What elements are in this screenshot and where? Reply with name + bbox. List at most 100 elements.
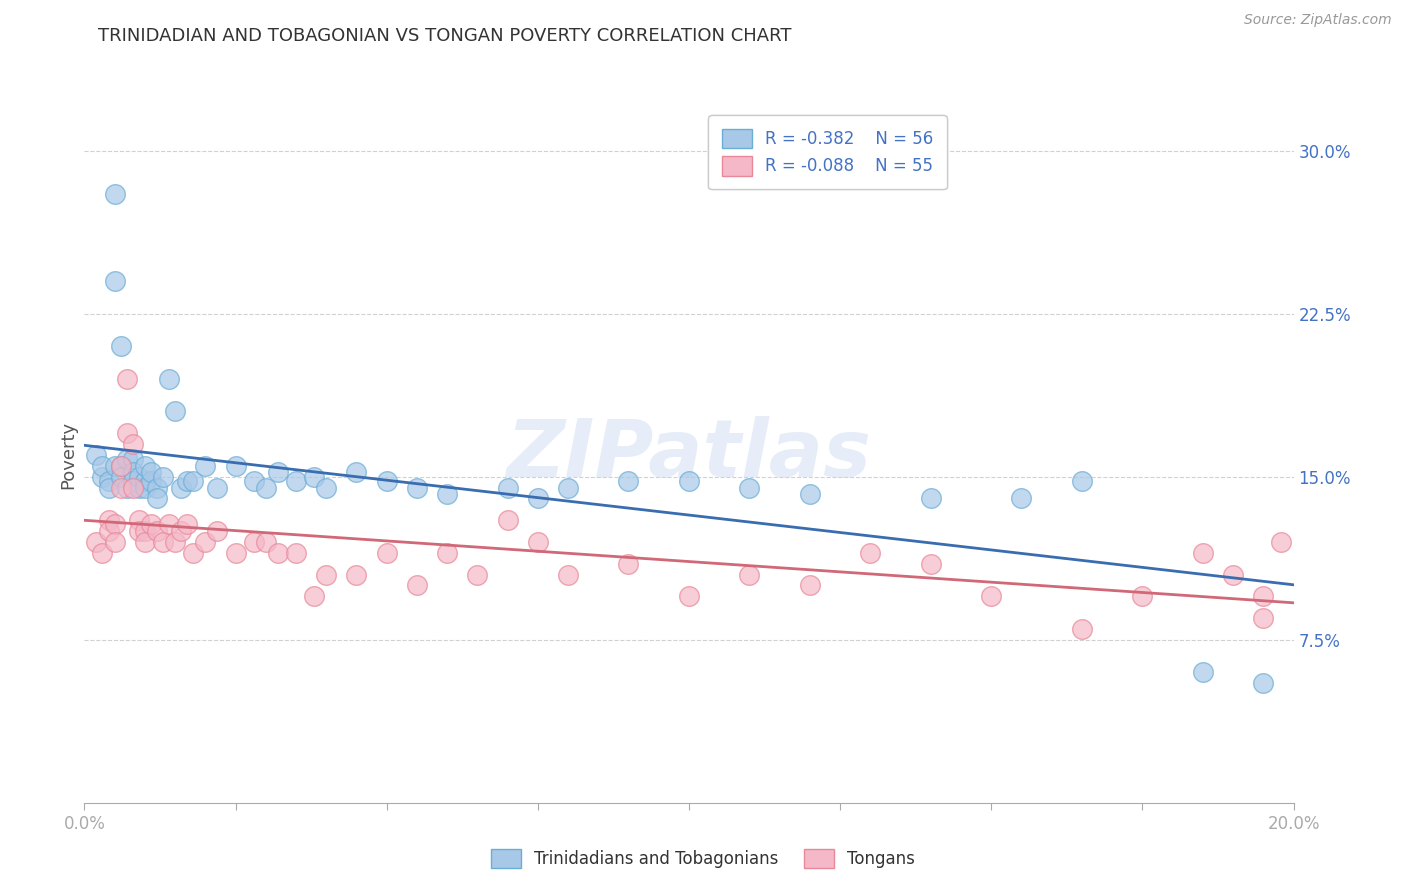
Point — [146, 524, 169, 538]
Point — [1011, 491, 1033, 506]
Point — [980, 589, 1002, 603]
Point — [302, 469, 325, 483]
Point — [346, 466, 368, 480]
Point — [152, 534, 174, 549]
Point — [194, 458, 217, 473]
Point — [181, 546, 204, 560]
Point — [176, 474, 198, 488]
Point — [115, 481, 138, 495]
Point — [1192, 665, 1215, 680]
Point — [115, 372, 138, 386]
Point — [1253, 611, 1275, 625]
Point — [121, 452, 143, 467]
Point — [97, 524, 120, 538]
Point — [91, 458, 114, 473]
Y-axis label: Poverty: Poverty — [59, 421, 77, 489]
Point — [678, 474, 700, 488]
Point — [104, 458, 127, 473]
Point — [1253, 676, 1275, 690]
Point — [557, 567, 579, 582]
Point — [799, 578, 821, 592]
Point — [375, 474, 398, 488]
Point — [121, 437, 143, 451]
Point — [157, 517, 180, 532]
Point — [97, 474, 120, 488]
Point — [406, 481, 429, 495]
Point — [146, 481, 169, 495]
Point — [97, 513, 120, 527]
Point — [242, 534, 264, 549]
Point — [170, 481, 193, 495]
Point — [285, 546, 308, 560]
Point — [110, 469, 132, 483]
Point — [375, 546, 398, 560]
Point — [128, 481, 150, 495]
Point — [557, 481, 579, 495]
Point — [121, 481, 143, 495]
Point — [134, 481, 156, 495]
Point — [152, 469, 174, 483]
Point — [86, 534, 108, 549]
Point — [1192, 546, 1215, 560]
Point — [170, 524, 193, 538]
Point — [678, 589, 700, 603]
Point — [134, 458, 156, 473]
Point — [302, 589, 325, 603]
Point — [225, 546, 247, 560]
Point — [146, 491, 169, 506]
Point — [110, 339, 132, 353]
Point — [128, 513, 150, 527]
Point — [496, 513, 519, 527]
Point — [104, 534, 127, 549]
Point — [91, 469, 114, 483]
Point — [121, 474, 143, 488]
Point — [527, 534, 550, 549]
Point — [738, 481, 761, 495]
Point — [194, 534, 217, 549]
Point — [104, 186, 127, 201]
Point — [315, 567, 337, 582]
Point — [139, 517, 162, 532]
Point — [1071, 474, 1094, 488]
Point — [104, 274, 127, 288]
Point — [242, 474, 264, 488]
Point — [617, 474, 640, 488]
Point — [207, 481, 229, 495]
Point — [110, 481, 132, 495]
Point — [920, 557, 942, 571]
Point — [1222, 567, 1244, 582]
Legend: R = -0.382    N = 56, R = -0.088    N = 55: R = -0.382 N = 56, R = -0.088 N = 55 — [709, 115, 946, 189]
Point — [267, 466, 290, 480]
Point — [406, 578, 429, 592]
Point — [115, 426, 138, 441]
Point — [1130, 589, 1153, 603]
Point — [254, 534, 277, 549]
Point — [1270, 534, 1292, 549]
Point — [254, 481, 277, 495]
Point — [799, 487, 821, 501]
Point — [128, 469, 150, 483]
Point — [346, 567, 368, 582]
Point — [157, 372, 180, 386]
Point — [436, 546, 458, 560]
Point — [128, 524, 150, 538]
Point — [134, 534, 156, 549]
Point — [86, 448, 108, 462]
Point — [176, 517, 198, 532]
Point — [527, 491, 550, 506]
Point — [617, 557, 640, 571]
Point — [134, 524, 156, 538]
Point — [738, 567, 761, 582]
Text: ZIPatlas: ZIPatlas — [506, 416, 872, 494]
Point — [1253, 589, 1275, 603]
Point — [920, 491, 942, 506]
Point — [859, 546, 882, 560]
Point — [165, 534, 187, 549]
Point — [436, 487, 458, 501]
Point — [165, 404, 187, 418]
Point — [267, 546, 290, 560]
Point — [121, 466, 143, 480]
Point — [207, 524, 229, 538]
Text: TRINIDADIAN AND TOBAGONIAN VS TONGAN POVERTY CORRELATION CHART: TRINIDADIAN AND TOBAGONIAN VS TONGAN POV… — [98, 27, 792, 45]
Point — [134, 474, 156, 488]
